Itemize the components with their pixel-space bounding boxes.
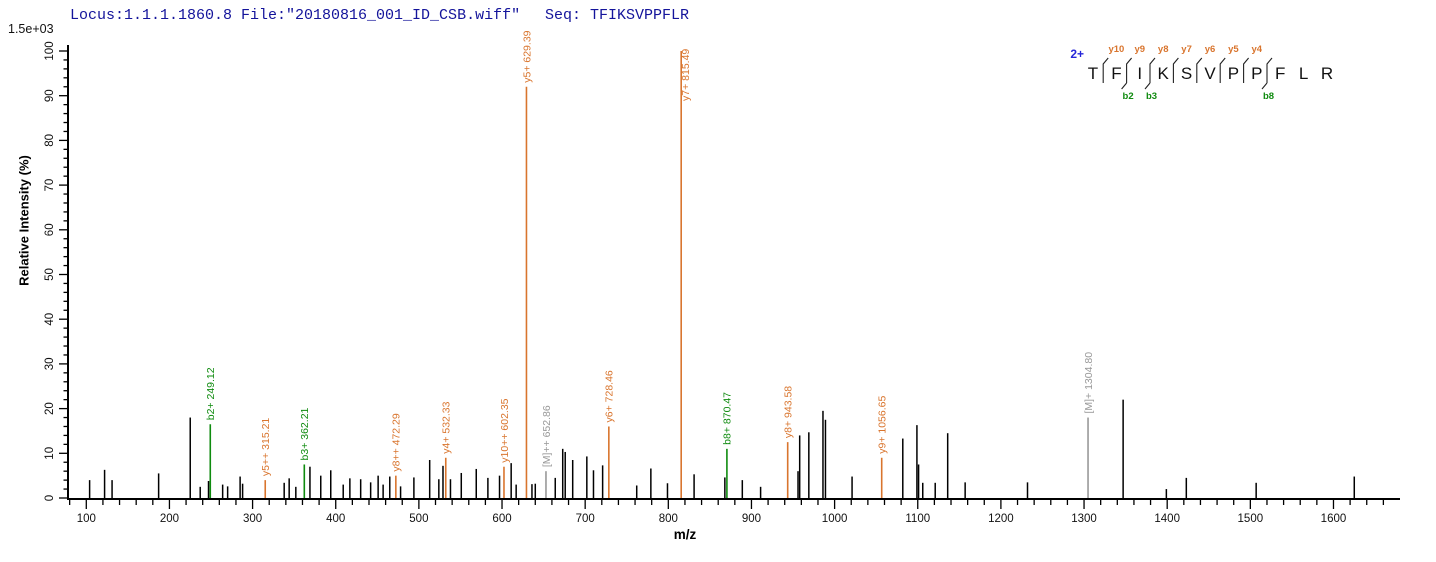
residue-letter: T [1088, 64, 1098, 83]
residue-letter: F [1275, 64, 1285, 83]
cleavage-mark [1196, 57, 1203, 83]
y-tick-label: 80 [44, 134, 56, 147]
y-ion-label: y6 [1205, 44, 1216, 55]
y-tick-label: 30 [44, 358, 56, 371]
x-tick-label: 800 [659, 513, 678, 525]
b-ion-label: b2 [1123, 91, 1134, 102]
x-tick-label: 1400 [1154, 513, 1180, 525]
y-ion-label: y4 [1252, 44, 1263, 55]
x-tick-label: 1100 [905, 513, 930, 525]
peak-label: y7+ 815.49 [680, 49, 692, 101]
peak-label: b3+ 362.21 [299, 407, 311, 460]
y-ion-label: y10 [1108, 44, 1124, 55]
peak-label: y5+ 629.39 [521, 30, 533, 82]
cleavage-mark [1261, 57, 1273, 90]
y-tick-label: 40 [44, 313, 56, 326]
x-tick-label: 600 [492, 513, 511, 525]
cleavage-mark [1102, 57, 1109, 83]
y-tick-label: 10 [44, 447, 56, 460]
x-tick-label: 1200 [988, 513, 1014, 525]
y-tick-label: 60 [44, 223, 56, 236]
y-ion-label: y9 [1135, 44, 1146, 55]
y-tick-label: 90 [44, 89, 56, 102]
b-ion-label: b3 [1146, 91, 1157, 102]
peak-label: y8+ 943.58 [782, 386, 794, 438]
cleavage-mark [1144, 57, 1156, 90]
y-tick-label: 0 [44, 495, 56, 501]
residue-letter: I [1137, 64, 1142, 83]
max-intensity-label: 1.5e+03 [8, 22, 54, 36]
x-tick-label: 1500 [1238, 513, 1264, 525]
x-tick-label: 300 [243, 513, 262, 525]
residue-letter: R [1321, 64, 1333, 83]
sequence-title: Seq: TFIKSVPPFLR [545, 7, 690, 24]
labeled-peaks: b2+ 249.12 y5++ 315.21 b3+ 362.21 y8++ 472.… [205, 30, 1095, 498]
x-axis-title: m/z [673, 527, 697, 542]
x-tick-label: 500 [409, 513, 428, 525]
peak-label: y6+ 728.46 [604, 370, 616, 422]
x-tick-label: 1300 [1071, 513, 1097, 525]
y-ion-label: y7 [1181, 44, 1192, 55]
x-tick-label: 1600 [1321, 513, 1347, 525]
peak-label: [M]++ 652.86 [541, 405, 553, 467]
residue-letter: P [1228, 64, 1239, 83]
precursor-charge-label: 2+ [1070, 47, 1084, 61]
x-axis-ticks: 100 200 300 400 500 600 700 800 900 1000 1100 1200 1… [69, 500, 1385, 525]
peak-label: y4+ 532.33 [441, 401, 453, 453]
peak-label: [M]+ 1304.80 [1083, 352, 1095, 414]
peaks [88, 399, 1356, 498]
y-tick-label: 50 [44, 268, 56, 281]
y-axis-ticks: 0 10 20 30 40 50 60 70 80 90 100 [44, 41, 67, 501]
residue-letter: V [1204, 64, 1216, 83]
y-ion-label: y5 [1228, 44, 1239, 55]
cleavage-mark [1172, 57, 1179, 83]
cleavage-mark [1243, 57, 1250, 83]
x-tick-label: 1000 [822, 513, 848, 525]
y-tick-label: 100 [44, 41, 56, 60]
residue-letter: F [1111, 64, 1121, 83]
x-tick-label: 700 [576, 513, 595, 525]
peak-label: y5++ 315.21 [260, 418, 272, 477]
y-tick-label: 20 [44, 402, 56, 415]
residue-letter: L [1299, 64, 1308, 83]
x-tick-label: 400 [326, 513, 345, 525]
y-tick-label: 70 [44, 179, 56, 192]
peak-label: y10++ 602.35 [499, 398, 511, 462]
peak-label: y8++ 472.29 [391, 413, 403, 472]
cleavage-mark [1121, 57, 1133, 90]
residue-letter: S [1181, 64, 1192, 83]
axes [67, 45, 1400, 500]
peak-label: b8+ 870.47 [722, 392, 734, 445]
cleavage-mark [1219, 57, 1226, 83]
b-ion-label: b8 [1263, 91, 1274, 102]
locus-file-title: Locus:1.1.1.1860.8 File:"20180816_001_ID… [70, 7, 521, 24]
peak-label: y9+ 1056.65 [877, 396, 889, 454]
x-tick-label: 900 [742, 513, 761, 525]
residue-letter: K [1158, 64, 1170, 83]
x-tick-label: 100 [77, 513, 96, 525]
peak-label: b2+ 249.12 [205, 367, 217, 420]
x-tick-label: 200 [160, 513, 179, 525]
residue-letter: P [1251, 64, 1262, 83]
y-ion-label: y8 [1158, 44, 1169, 55]
